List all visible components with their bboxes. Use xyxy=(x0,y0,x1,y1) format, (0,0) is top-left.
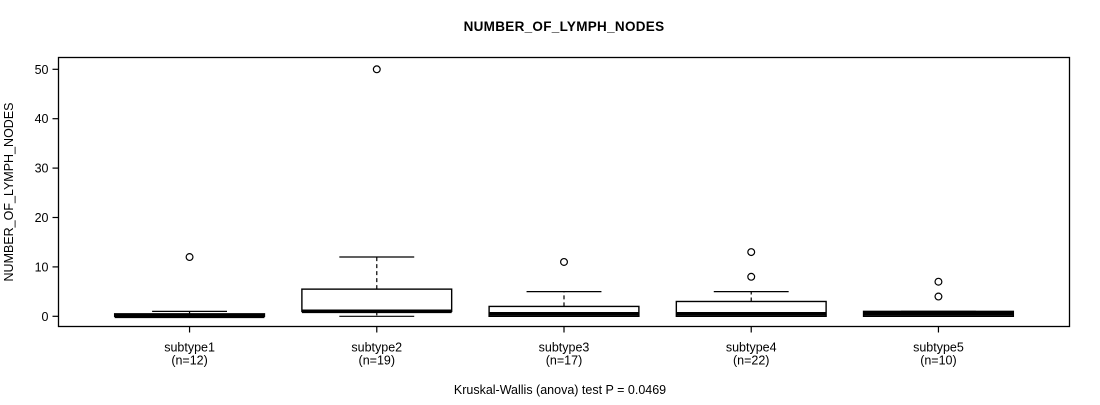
x-axis-group-count: (n=17) xyxy=(546,354,582,368)
outlier-point xyxy=(559,257,568,266)
x-axis-group-count: (n=10) xyxy=(920,354,956,368)
outlier-point xyxy=(185,253,194,262)
y-axis-tick-label: 40 xyxy=(35,112,49,126)
y-axis-tick-label: 10 xyxy=(35,260,49,274)
plot-border xyxy=(57,56,1071,328)
x-axis-group-count: (n=19) xyxy=(359,354,395,368)
x-axis-group-label: subtype5 xyxy=(913,341,964,355)
plot-layer: 0 10 20 30 40 50 subtype1(n=12) subtype2(n=19) s… xyxy=(35,56,1071,368)
iqr-box xyxy=(301,288,453,313)
outlier-point xyxy=(372,65,381,74)
y-axis-tick-label: 30 xyxy=(35,162,49,176)
x-axis-group-label: subtype4 xyxy=(726,341,777,355)
y-axis-tick-label: 20 xyxy=(35,211,49,225)
iqr-box xyxy=(488,305,640,318)
x-axis-group-label: subtype2 xyxy=(351,341,402,355)
x-axis-group-label: subtype1 xyxy=(164,341,215,355)
outlier-point xyxy=(934,277,943,286)
outlier-point xyxy=(747,272,756,281)
outlier-point xyxy=(747,248,756,257)
y-axis-tick-label: 0 xyxy=(42,310,49,324)
x-axis-group-count: (n=12) xyxy=(171,354,207,368)
chart-title: NUMBER_OF_LYMPH_NODES xyxy=(464,19,665,34)
x-axis-group-count: (n=22) xyxy=(733,354,769,368)
y-axis-title: NUMBER_OF_LYMPH_NODES xyxy=(2,103,16,282)
y-axis-tick-label: 50 xyxy=(35,63,49,77)
outlier-point xyxy=(934,292,943,301)
stats-caption: Kruskal-Wallis (anova) test P = 0.0469 xyxy=(454,383,666,397)
x-axis-group-label: subtype3 xyxy=(539,341,590,355)
